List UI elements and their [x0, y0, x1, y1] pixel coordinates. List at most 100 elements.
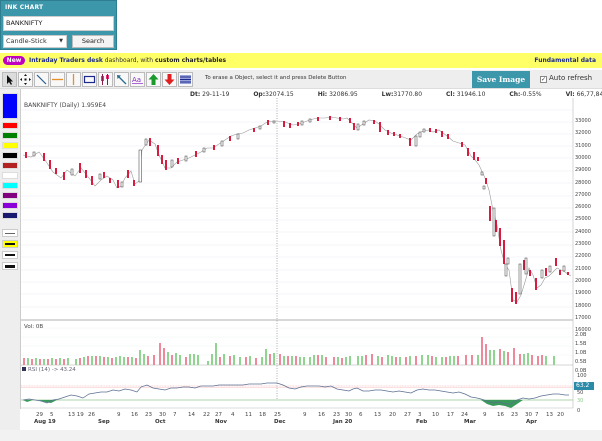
price-tick: 20000: [575, 277, 591, 284]
line-style-yellow[interactable]: [2, 240, 18, 248]
date-tick: 29: [36, 412, 43, 418]
pointer-tool[interactable]: [2, 72, 17, 87]
buy-arrow-tool[interactable]: [146, 72, 161, 87]
date-tick: 7: [173, 412, 177, 418]
date-tick: 30: [345, 412, 352, 418]
dropdown-caret-icon: ▼: [59, 38, 63, 44]
color-swatch-red[interactable]: [2, 122, 18, 129]
price-tick: 19000: [575, 290, 591, 297]
channel-tool[interactable]: [178, 72, 193, 87]
color-swatch-green[interactable]: [2, 132, 18, 139]
month-label: Dec: [274, 419, 286, 425]
footer-strip: [0, 430, 602, 441]
month-label: Nov: [215, 419, 227, 425]
ohlc-high: Hi: 32086.95: [317, 91, 358, 98]
date-tick: 10: [432, 412, 439, 418]
text-annotation-icon: Aa: [132, 76, 143, 84]
date-tick: 16: [318, 412, 325, 418]
price-tick: 29000: [575, 167, 591, 174]
rsi-label: RSI (14) -> 43.24: [22, 367, 76, 373]
price-tick: 32000: [575, 130, 591, 137]
date-tick: 5: [50, 412, 54, 418]
chart-canvas[interactable]: [20, 89, 574, 409]
color-swatch-yellow[interactable]: [2, 142, 18, 149]
color-swatch-black[interactable]: [2, 152, 18, 159]
fibonacci-tool[interactable]: [98, 72, 113, 87]
price-tick: 28000: [575, 179, 591, 186]
price-tick: 30000: [575, 154, 591, 161]
price-tick: 18000: [575, 302, 591, 309]
volume-tick: 2.0B: [575, 332, 587, 338]
new-badge: New: [3, 56, 25, 65]
volume-tick: 0.5B: [575, 359, 587, 365]
ohlc-change: Ch:-0.55%: [509, 91, 542, 98]
month-label: Feb: [416, 419, 428, 425]
month-label: Sep: [98, 419, 110, 425]
search-button[interactable]: Search: [72, 35, 114, 48]
month-label: Aug 19: [34, 419, 56, 425]
ohlc-readout: Dt: 29-11-19 Op:32074.15 Hi: 32086.95 Lw…: [190, 91, 602, 98]
rectangle-tool[interactable]: [82, 72, 97, 87]
date-tick: 27: [404, 412, 411, 418]
svg-text:Aa: Aa: [132, 76, 141, 84]
arrow-tool[interactable]: [114, 72, 129, 87]
auto-refresh-toggle[interactable]: ✓ Auto refresh: [540, 74, 592, 83]
panel-title: INK CHART: [5, 4, 44, 11]
text-tool[interactable]: Aa: [130, 72, 145, 87]
price-tick: 25000: [575, 216, 591, 223]
rsi-legend-square-icon: [22, 367, 26, 371]
date-tick: 9: [303, 412, 307, 418]
cursor-arrow-icon: [7, 75, 13, 85]
date-tick: 20: [557, 412, 564, 418]
month-label: Apr: [526, 419, 537, 425]
price-tick: 31000: [575, 142, 591, 149]
price-tick: 26000: [575, 204, 591, 211]
diagonal-line-icon: [36, 74, 47, 85]
volume-bars: [23, 337, 555, 365]
date-tick: 13 19: [68, 412, 84, 418]
custom-charts-link[interactable]: custom charts/tables: [155, 57, 227, 64]
rsi-panel: [21, 382, 573, 409]
price-tick: 17000: [575, 314, 591, 321]
volume-tick: 1.5B: [575, 341, 587, 347]
rectangle-icon: [83, 75, 96, 84]
ohlc-date: Dt: 29-11-19: [190, 91, 230, 98]
sell-arrow-tool[interactable]: [162, 72, 177, 87]
color-swatch-violet[interactable]: [2, 202, 18, 209]
ohlc-open: Op:32074.15: [253, 91, 294, 98]
auto-refresh-checkbox[interactable]: ✓: [540, 76, 547, 83]
price-tick: 24000: [575, 228, 591, 235]
trend-line-tool[interactable]: [34, 72, 49, 87]
vertical-line-tool[interactable]: [66, 72, 81, 87]
intraday-desk-link[interactable]: Intraday Traders desk: [29, 57, 103, 64]
date-tick: 18: [259, 412, 266, 418]
fundamental-data-link[interactable]: Fundamental data: [534, 57, 596, 64]
line-style-thick[interactable]: [2, 262, 18, 270]
vertical-line-icon: [72, 74, 75, 85]
color-swatch-white[interactable]: [2, 172, 18, 179]
color-swatch-blue[interactable]: [2, 93, 18, 119]
color-swatch-cyan[interactable]: [2, 182, 18, 189]
line-style-medium[interactable]: [2, 251, 18, 259]
price-tick: 33000: [575, 118, 591, 124]
ohlc-low: Lw:31770.80: [381, 91, 423, 98]
date-tick: 25: [274, 412, 281, 418]
save-image-button[interactable]: Save Image: [472, 71, 530, 88]
symbol-input[interactable]: BANKNIFTY: [3, 16, 114, 31]
horizontal-line-tool[interactable]: [50, 72, 65, 87]
chart-type-value: Candle-Stick: [6, 37, 47, 45]
line-style-thin[interactable]: [2, 229, 18, 237]
banner-text: Intraday Traders desk dashboard, with cu…: [29, 53, 226, 68]
channel-lines-icon: [180, 75, 191, 84]
chart-svg: [21, 98, 574, 409]
color-swatch-purple[interactable]: [2, 192, 18, 199]
date-tick: 23: [145, 412, 152, 418]
move-tool[interactable]: [18, 72, 33, 87]
color-swatch-brown[interactable]: [2, 162, 18, 169]
chart-type-select[interactable]: Candle-Stick ▼: [3, 35, 67, 48]
month-label: Oct: [155, 419, 166, 425]
price-tick: 27000: [575, 191, 591, 198]
rsi-value-tag: 63.2: [574, 382, 594, 390]
color-swatch-navy[interactable]: [2, 212, 18, 219]
date-tick: 3: [418, 412, 422, 418]
